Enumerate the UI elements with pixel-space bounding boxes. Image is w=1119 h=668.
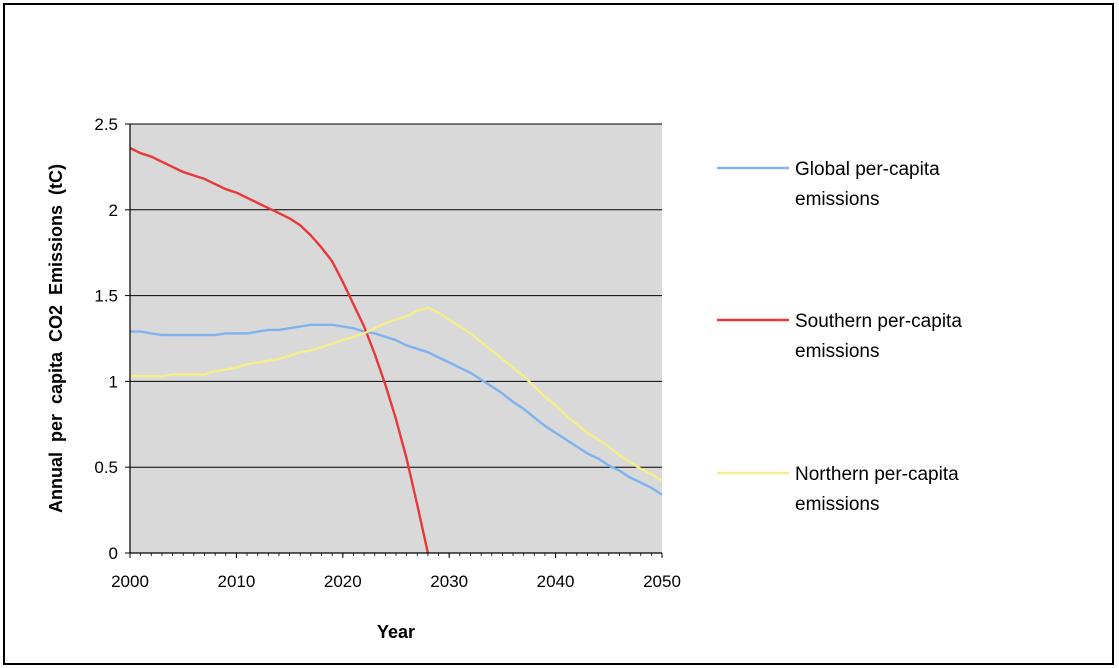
- y-tick-label: 2: [109, 201, 118, 220]
- x-tick-label: 2050: [643, 572, 681, 591]
- y-tick-label: 1: [109, 372, 118, 391]
- y-axis-title: Annual per capita CO2 Emissions (tC): [46, 164, 66, 513]
- legend-label: Northern per-capita: [795, 464, 959, 485]
- plot-area: [130, 124, 662, 553]
- x-tick-label: 2030: [430, 572, 468, 591]
- series-line-2: [130, 306, 663, 482]
- y-tick-label: 0: [109, 544, 118, 563]
- y-axis-ticks: 0 0.5 1 1.5 2 2.5: [94, 115, 130, 563]
- x-tick-label: 2010: [217, 572, 255, 591]
- x-axis-ticks: 2000 2010 2020 2030 2040 2050: [111, 553, 681, 591]
- x-tick-label: 2040: [537, 572, 575, 591]
- x-axis-title: Year: [377, 622, 415, 642]
- legend-label: emissions: [795, 189, 879, 210]
- legend: Global per-capita emissions Southern per-c…: [717, 159, 962, 515]
- series-line-1: [129, 146, 430, 554]
- series-lines: [129, 146, 663, 554]
- legend-label: Global per-capita: [795, 159, 940, 180]
- y-tick-label: 0.5: [94, 458, 118, 477]
- x-tick-label: 2000: [111, 572, 149, 591]
- gridlines: [130, 123, 662, 468]
- x-tick-label: 2020: [324, 572, 362, 591]
- series-line-0: [130, 323, 663, 496]
- legend-label: emissions: [795, 341, 879, 362]
- legend-label: emissions: [795, 494, 879, 515]
- y-tick-label: 2.5: [94, 115, 118, 134]
- y-tick-label: 1.5: [94, 287, 118, 306]
- legend-label: Southern per-capita: [795, 311, 962, 332]
